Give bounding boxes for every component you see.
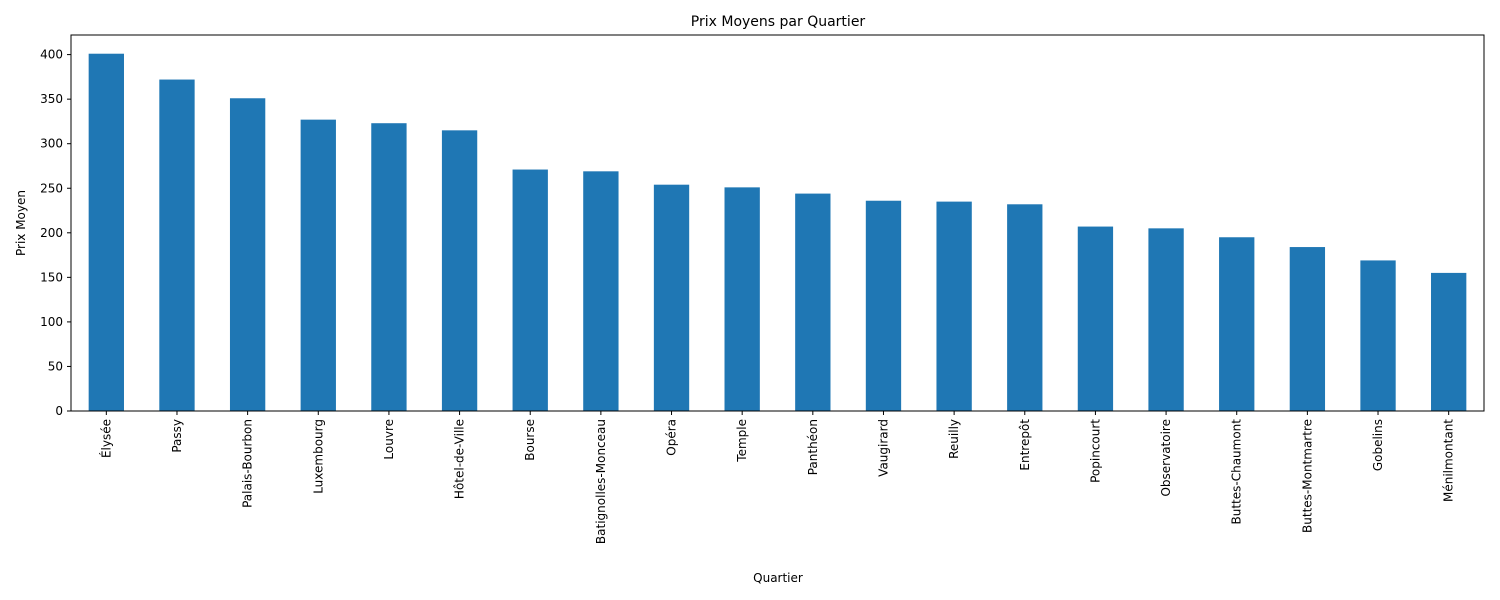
x-tick-label: Gobelins (1371, 419, 1385, 471)
y-tick-label: 100 (40, 315, 63, 329)
bar (1360, 260, 1396, 411)
x-tick-label: Luxembourg (311, 419, 325, 494)
bar (1289, 247, 1326, 411)
x-tick-label: Hôtel-de-Ville (453, 419, 467, 499)
y-tick-label: 400 (40, 48, 63, 62)
bar (512, 169, 548, 411)
bar (441, 130, 478, 411)
x-tick-label: Temple (735, 419, 749, 463)
bar (1219, 237, 1255, 411)
bar (795, 193, 831, 411)
bar (300, 119, 336, 412)
bar (1431, 272, 1467, 411)
x-tick-label: Entrepôt (1018, 419, 1032, 471)
y-tick-label: 50 (48, 359, 63, 373)
y-tick-label: 300 (40, 137, 63, 151)
y-tick-label: 150 (40, 270, 63, 284)
x-tick-label: Passy (170, 419, 184, 453)
x-tick-label: Reuilly (947, 419, 961, 459)
x-tick-label: Panthéon (806, 419, 820, 475)
bar (229, 98, 266, 411)
bar (1077, 226, 1114, 411)
x-tick-label: Palais-Bourbon (241, 419, 255, 508)
x-tick-label: Buttes-Montmartre (1300, 419, 1314, 533)
bar (865, 200, 902, 411)
chart-title: Prix Moyens par Quartier (691, 14, 866, 30)
bar (653, 184, 690, 411)
y-axis-ticks: 0 50 100 150 200 250 300 350 400 (40, 48, 71, 418)
bar (88, 53, 124, 411)
x-tick-label: Observatoire (1159, 419, 1173, 497)
x-tick-label: Buttes-Chaumont (1230, 419, 1244, 525)
bar (159, 79, 195, 411)
bar (1007, 204, 1043, 411)
bar (371, 123, 407, 412)
x-tick-label: Popincourt (1088, 419, 1102, 483)
bar (724, 187, 760, 411)
x-tick-label: Bourse (523, 419, 537, 461)
bars-group (88, 53, 1467, 412)
x-tick-label: Élysée (98, 419, 113, 458)
y-axis-label: Prix Moyen (14, 190, 28, 256)
bar (936, 201, 972, 411)
x-tick-label: Vaugirard (876, 419, 890, 477)
y-tick-label: 200 (40, 226, 63, 240)
x-tick-label: Opéra (665, 419, 679, 456)
y-tick-label: 250 (40, 181, 63, 195)
bar (1148, 228, 1184, 411)
x-tick-label: Ménilmontant (1442, 419, 1456, 502)
x-tick-label: Louvre (382, 419, 396, 460)
bar (583, 171, 619, 411)
y-tick-label: 0 (55, 404, 63, 418)
y-tick-label: 350 (40, 92, 63, 106)
x-axis-ticks: Élysée Passy Palais-Bourbon Luxembourg Louvr… (98, 411, 1456, 544)
x-axis-label: Quartier (753, 571, 803, 585)
plot-frame (70, 34, 1485, 412)
x-tick-label: Batignolles-Monceau (594, 419, 608, 544)
